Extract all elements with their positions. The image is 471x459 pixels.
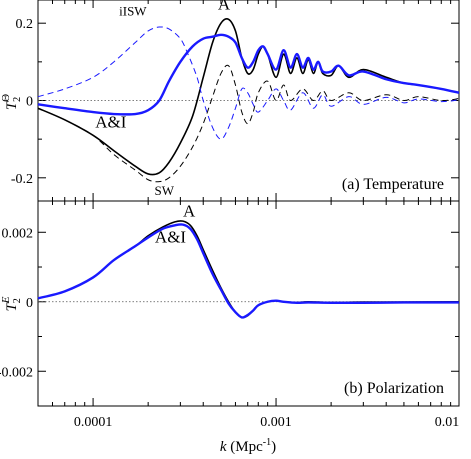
polarization-blue-solid-line [37,223,460,319]
temperature-annotations: iISW A A&I SW [95,0,231,198]
temperature-y-label-sub: 2 [12,97,23,102]
temperature-panel: 0.2 0 -0.2 iISW A A&I SW (a) Temperature T2Θ [0,0,460,202]
polarization-y-tick-label: -0.002 [0,365,33,380]
polarization-annotation: A&I [155,228,187,247]
polarization-panel-label: (b) Polarization [344,380,444,397]
x-tick-label: 0.01 [435,415,460,430]
temperature-blue-dashed-line [37,26,460,140]
temperature-y-label-sup: Θ [0,94,12,102]
polarization-plot-frame [37,200,460,407]
polarization-y-tick-label: 0 [26,296,33,311]
temperature-y-tick-label: -0.2 [11,172,33,187]
x-label-italic: k [220,439,227,455]
temperature-y-label-main: T [4,100,20,110]
polarization-y-label-sup: E [0,296,12,304]
polarization-annotation: A [183,202,196,221]
x-label-sup: -1 [263,437,271,448]
polarization-y-label-main: T [4,302,20,312]
x-tick-label: 0.001 [260,415,292,430]
x-tick-label: 0.0001 [74,415,113,430]
polarization-panel: 0.002 0 -0.002 A A&I (b) Polarization T2E [0,200,460,407]
temperature-annotation: SW [155,183,175,198]
polarization-y-tick-label: 0.002 [2,226,34,241]
temperature-ticks: 0.2 0 -0.2 [11,0,460,201]
polarization-y-label: T2E [0,296,23,311]
temperature-black-solid-line [37,18,460,176]
polarization-annotations: A A&I [155,202,196,247]
temperature-blue-solid-line [37,33,460,116]
x-tick-labels: 0.0001 0.001 0.01 [74,415,459,430]
temperature-y-tick-label: 0.2 [16,17,34,32]
temperature-panel-label: (a) Temperature [342,176,444,193]
polarization-series [37,220,460,319]
temperature-y-tick-label: 0 [26,95,33,110]
temperature-annotation: iISW [119,3,147,18]
polarization-y-label-sub: 2 [12,298,23,303]
temperature-black-dashed-line [37,64,460,183]
temperature-annotation: A&I [95,113,127,132]
x-axis-label: k (Mpc-1) [220,437,276,455]
x-label-end: ) [271,439,276,455]
temperature-annotation: A [218,0,231,14]
temperature-series [37,18,460,183]
temperature-y-label: T2Θ [0,94,23,110]
x-label-rest: (Mpc [227,439,264,455]
